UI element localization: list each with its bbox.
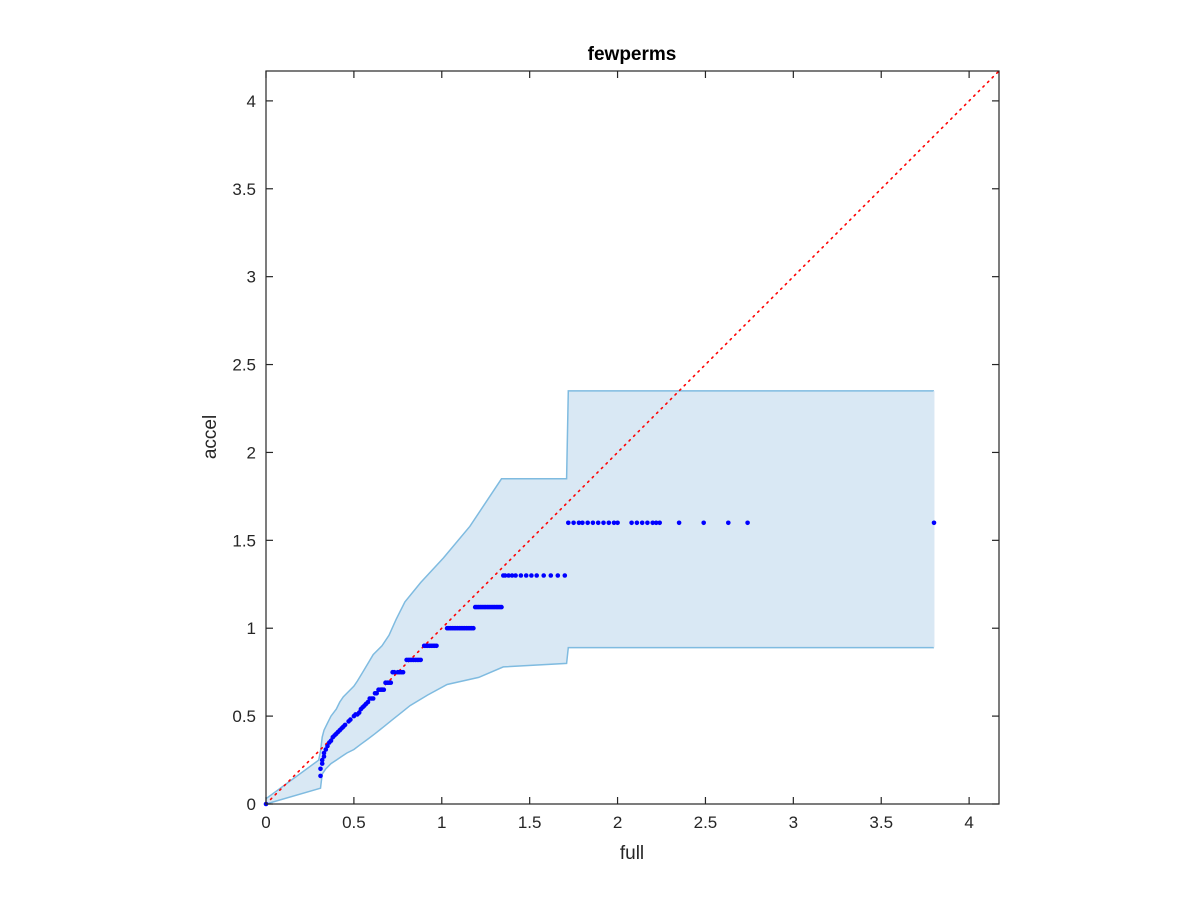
data-point xyxy=(639,520,645,526)
x-tick-label: 2 xyxy=(613,813,622,832)
data-point xyxy=(726,520,731,526)
data-point xyxy=(321,754,327,759)
data-point xyxy=(319,761,325,766)
data-point xyxy=(388,680,394,685)
data-point xyxy=(348,717,353,722)
data-point xyxy=(370,696,376,701)
data-point xyxy=(342,722,348,728)
data-point xyxy=(534,573,539,578)
data-point xyxy=(318,773,323,779)
data-point xyxy=(629,520,634,526)
data-point xyxy=(701,520,706,526)
data-point xyxy=(502,573,508,578)
x-tick-labels: 0 0.5 1 1.5 2 2.5 3 3.5 4 xyxy=(261,813,974,832)
data-point xyxy=(518,573,524,578)
y-tick-label: 3.5 xyxy=(232,180,256,199)
data-point xyxy=(585,520,590,526)
data-point xyxy=(601,520,606,526)
y-tick-label: 0 xyxy=(247,795,256,814)
x-tick-label: 2.5 xyxy=(694,813,718,832)
data-point xyxy=(319,757,325,763)
y-tick-label: 2 xyxy=(247,443,256,462)
data-point xyxy=(571,520,576,526)
data-point xyxy=(506,573,511,578)
axes-box xyxy=(265,70,1000,805)
data-point xyxy=(541,573,546,578)
x-tick-label: 0.5 xyxy=(342,813,366,832)
data-point xyxy=(381,687,387,692)
x-tick-label: 1.5 xyxy=(518,813,542,832)
x-axis-label: full xyxy=(620,843,644,864)
data-point xyxy=(325,743,330,749)
data-point xyxy=(471,625,476,631)
data-point xyxy=(434,643,439,649)
data-point xyxy=(580,520,585,526)
data-point xyxy=(509,573,515,578)
y-tick-label: 4 xyxy=(247,92,256,111)
x-tick-label: 3 xyxy=(789,813,798,832)
band-lower-edge xyxy=(265,646,934,805)
data-point xyxy=(676,520,682,526)
data-point xyxy=(745,520,750,526)
x-tick-label: 1 xyxy=(437,813,446,832)
data-point xyxy=(318,766,323,772)
data-point xyxy=(615,520,620,526)
data-point xyxy=(645,520,650,526)
axis-ticks xyxy=(265,71,999,805)
data-point xyxy=(356,710,362,715)
data-point xyxy=(576,520,582,526)
data-point xyxy=(634,520,640,526)
data-point xyxy=(321,750,327,756)
data-point xyxy=(650,520,655,526)
data-points xyxy=(263,520,937,807)
y-tick-label: 2.5 xyxy=(232,356,256,375)
y-tick-labels: 0 0.5 1 1.5 2 2.5 3 3.5 4 xyxy=(232,92,256,814)
data-point xyxy=(513,573,518,578)
x-tick-label: 0 xyxy=(261,813,270,832)
data-point xyxy=(323,747,329,752)
x-tick-label: 4 xyxy=(964,813,973,832)
data-point xyxy=(590,520,596,526)
data-point xyxy=(400,669,406,675)
data-point xyxy=(523,573,529,578)
data-point xyxy=(657,520,662,526)
chart-title: fewperms xyxy=(588,44,677,65)
identity-reference-line xyxy=(265,70,1000,805)
y-axis-label: accel xyxy=(200,415,221,459)
data-point xyxy=(931,520,937,526)
band-upper-edge xyxy=(265,390,934,800)
y-tick-label: 0.5 xyxy=(232,707,256,726)
data-point xyxy=(499,604,504,610)
data-point xyxy=(566,520,571,526)
plot-area: 0 0.5 1 1.5 2 2.5 3 3.5 4 0 0.5 1 1.5 2 2.5 3 3.5 4 xyxy=(232,70,1000,832)
data-point xyxy=(365,699,371,705)
y-tick-label: 1 xyxy=(247,619,256,638)
data-point xyxy=(606,520,612,526)
data-point xyxy=(653,520,659,526)
data-point xyxy=(418,657,424,663)
y-tick-label: 1.5 xyxy=(232,531,256,550)
data-point xyxy=(555,573,561,578)
data-point xyxy=(611,520,617,526)
x-tick-label: 3.5 xyxy=(869,813,893,832)
confidence-band xyxy=(266,390,934,804)
data-point xyxy=(562,573,568,578)
data-point xyxy=(548,573,554,578)
data-point xyxy=(374,691,380,696)
data-point xyxy=(595,520,601,526)
data-point xyxy=(328,738,334,743)
data-point xyxy=(529,573,534,578)
data-point xyxy=(392,669,397,675)
y-tick-label: 3 xyxy=(247,268,256,287)
